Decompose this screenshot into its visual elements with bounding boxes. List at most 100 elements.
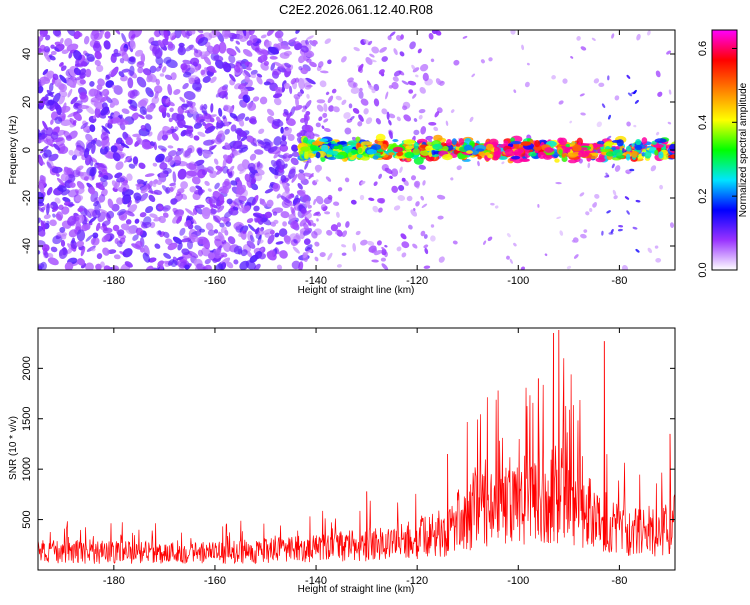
spectrogram-cell [598, 82, 605, 88]
spectrogram-cell [38, 34, 44, 42]
spectrogram-cell [236, 186, 245, 195]
spectrogram-cell [247, 102, 257, 111]
spectrogram-cell [391, 185, 399, 193]
spectrogram-cell [589, 208, 593, 212]
spectrogram-cell [264, 188, 274, 194]
spectrogram-cell [302, 194, 309, 203]
spectrogram-cell [633, 89, 637, 95]
spectrogram-cell [446, 139, 452, 146]
spectrogram-cell [273, 136, 282, 146]
spectrogram-cell [54, 116, 63, 125]
spectrogram-cell [595, 157, 606, 163]
spectrogram-cell [355, 230, 361, 236]
spectrogram-cell [197, 36, 209, 47]
spectrogram-cell [130, 34, 136, 39]
spectrogram-cell [77, 32, 83, 37]
spectrogram-cell [86, 166, 96, 176]
spectrogram-cell [385, 91, 389, 100]
spectrogram-cell [101, 102, 108, 110]
spectrogram-cell [483, 240, 487, 245]
spectrogram-cell [145, 114, 153, 120]
spectrogram-cell [94, 59, 101, 66]
spectrogram-cell [503, 140, 509, 147]
spectrogram-cell [117, 208, 126, 216]
spectrogram-cell [554, 158, 560, 163]
spectrogram-cell [184, 129, 192, 137]
spectrogram-cell [487, 236, 493, 242]
spectrogram-cell [95, 263, 102, 270]
spectrogram-cell [85, 154, 92, 166]
spectrogram-cell [151, 180, 157, 188]
spectrogram-cell [177, 242, 183, 251]
spectrogram-cell [389, 175, 393, 179]
spectrogram-cell [167, 259, 175, 266]
spectrogram-cell [412, 148, 420, 156]
spectrogram-cell [140, 53, 146, 63]
spectrogram-cell [282, 182, 290, 193]
spectrogram-cell [136, 76, 147, 88]
spectrogram-cell [245, 260, 256, 270]
spectrogram-cell [162, 212, 169, 218]
spectrogram-cell [240, 136, 248, 142]
spectrogram-cell [214, 263, 223, 270]
spectrogram-cell [125, 225, 134, 235]
spectrogram-cell [384, 167, 393, 174]
spectrogram-cell [249, 234, 255, 243]
spectrogram-cell [119, 58, 125, 64]
spectrogram-cell [304, 216, 312, 226]
spectrogram-cell [391, 168, 399, 177]
spectrogram-cell [252, 96, 260, 102]
spectrogram-cell [74, 58, 80, 70]
spectrogram-cell [428, 151, 433, 158]
spectrogram-cell [95, 139, 103, 147]
spectrogram-cell [132, 234, 139, 241]
spectrogram-cell [614, 165, 621, 172]
spectrogram-cell [250, 73, 257, 79]
spectrogram-cell [471, 73, 475, 78]
spectrogram-cell [223, 104, 234, 113]
spectrogram-cell [430, 58, 435, 63]
spectrogram-cell [326, 229, 333, 236]
x-tick-label: -100 [507, 275, 529, 287]
spectrogram-cell [149, 90, 154, 95]
spectrogram-cell [337, 187, 343, 192]
spectrogram-cell [356, 154, 363, 159]
spectrogram-cell [456, 165, 462, 171]
spectrogram-cell [184, 220, 192, 227]
spectrogram-cell [64, 261, 74, 270]
spectrogram-cell [40, 145, 49, 154]
spectrogram-cell [83, 208, 92, 219]
spectrogram-cell [254, 173, 263, 182]
spectrogram-cell [69, 130, 78, 140]
spectrogram-cell [38, 206, 44, 213]
spectrogram-cell [325, 91, 330, 96]
spectrogram-cell [436, 194, 446, 200]
spectrogram-cell [213, 55, 224, 62]
spectrogram-cell [384, 244, 388, 248]
spectrogram-cell [97, 163, 108, 173]
spectrogram-cell [667, 154, 675, 159]
spectrogram-cell [422, 72, 429, 82]
spectrogram-cell [102, 180, 108, 187]
spectrogram-cell [306, 84, 313, 88]
spectrogram-cell [229, 153, 234, 158]
spectrogram-cell [235, 221, 240, 227]
spectrogram-cell [306, 35, 314, 40]
spectrogram-cell [553, 154, 558, 158]
spectrogram-cell [172, 236, 182, 245]
spectrogram-cell [214, 182, 220, 190]
spectrogram-cell [647, 30, 651, 36]
spectrogram-cell [59, 105, 71, 114]
spectrogram-cell [159, 264, 164, 270]
spectrogram-cell [352, 243, 357, 252]
spectrogram-cell [653, 143, 664, 148]
spectrogram-cell [99, 146, 109, 155]
spectrogram-cell [149, 141, 155, 147]
spectrogram-cell [210, 139, 216, 144]
spectrogram-cell [632, 226, 638, 230]
spectrogram-cell [246, 218, 254, 224]
spectrogram-cell [256, 73, 263, 78]
spectrogram-cell [439, 81, 445, 86]
spectrogram-cell [162, 125, 172, 136]
spectrogram-cell [258, 253, 266, 260]
